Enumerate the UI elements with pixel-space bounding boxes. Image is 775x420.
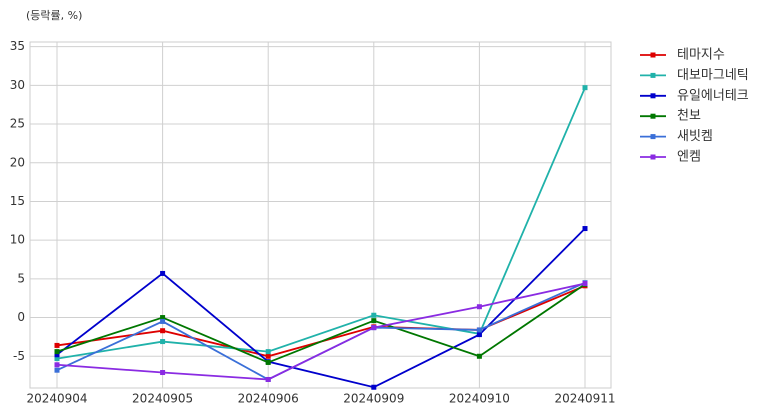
- legend-label: 새빗켐: [677, 129, 713, 144]
- point: [160, 315, 166, 321]
- point: [265, 349, 271, 355]
- legend-marker: [650, 52, 656, 58]
- series-line: [56, 281, 586, 381]
- point: [54, 352, 60, 358]
- y-tick-label: 30: [10, 78, 25, 92]
- legend-marker: [650, 134, 656, 140]
- point: [476, 327, 482, 333]
- legend-marker: [650, 72, 656, 78]
- y-tick-label: -5: [13, 349, 25, 363]
- x-tick-label: 20240906: [238, 392, 299, 406]
- point: [160, 318, 166, 324]
- point: [265, 376, 271, 382]
- legend-label: 천보: [677, 109, 701, 124]
- x-tick-label: 20240910: [449, 392, 510, 406]
- point: [582, 281, 588, 287]
- point: [54, 342, 60, 348]
- point: [160, 370, 166, 376]
- point: [582, 226, 588, 232]
- y-tick-label: 5: [17, 271, 25, 285]
- legend-label: 테마지수: [677, 48, 725, 63]
- point: [265, 359, 271, 365]
- point: [54, 356, 60, 362]
- point: [371, 325, 377, 331]
- y-tick-label: 35: [10, 39, 25, 53]
- plot-frame: [29, 41, 612, 389]
- legend-label: 엔켐: [677, 150, 701, 165]
- legend-marker: [650, 93, 656, 99]
- legend-marker: [650, 154, 656, 160]
- series-line: [56, 87, 586, 360]
- legend-marker: [650, 113, 656, 119]
- point: [371, 312, 377, 318]
- point: [476, 353, 482, 359]
- point: [582, 85, 588, 91]
- x-tick-label: 20240911: [554, 392, 615, 406]
- x-tick-label: 20240909: [343, 392, 404, 406]
- y-tick-label: 20: [10, 155, 25, 169]
- x-tick-label: 20240904: [26, 392, 87, 406]
- point: [160, 270, 166, 276]
- point: [476, 304, 482, 310]
- annotation: (등락률, %): [26, 9, 82, 22]
- series-line: [56, 283, 586, 364]
- point: [54, 362, 60, 368]
- point: [160, 339, 166, 345]
- point: [476, 332, 482, 338]
- point: [265, 353, 271, 359]
- legend-label: 유일에너테크: [677, 88, 749, 103]
- series-line: [56, 282, 586, 381]
- y-tick-label: 15: [10, 194, 25, 208]
- point: [371, 384, 377, 390]
- series-line: [56, 227, 586, 389]
- y-tick-label: 10: [10, 233, 25, 247]
- y-tick-label: 25: [10, 117, 25, 131]
- legend-label: 대보마그네틱: [677, 68, 749, 83]
- point: [371, 318, 377, 324]
- point: [54, 367, 60, 373]
- point: [160, 328, 166, 334]
- y-tick-label: 0: [17, 310, 25, 324]
- point: [54, 349, 60, 355]
- x-tick-label: 20240905: [132, 392, 193, 406]
